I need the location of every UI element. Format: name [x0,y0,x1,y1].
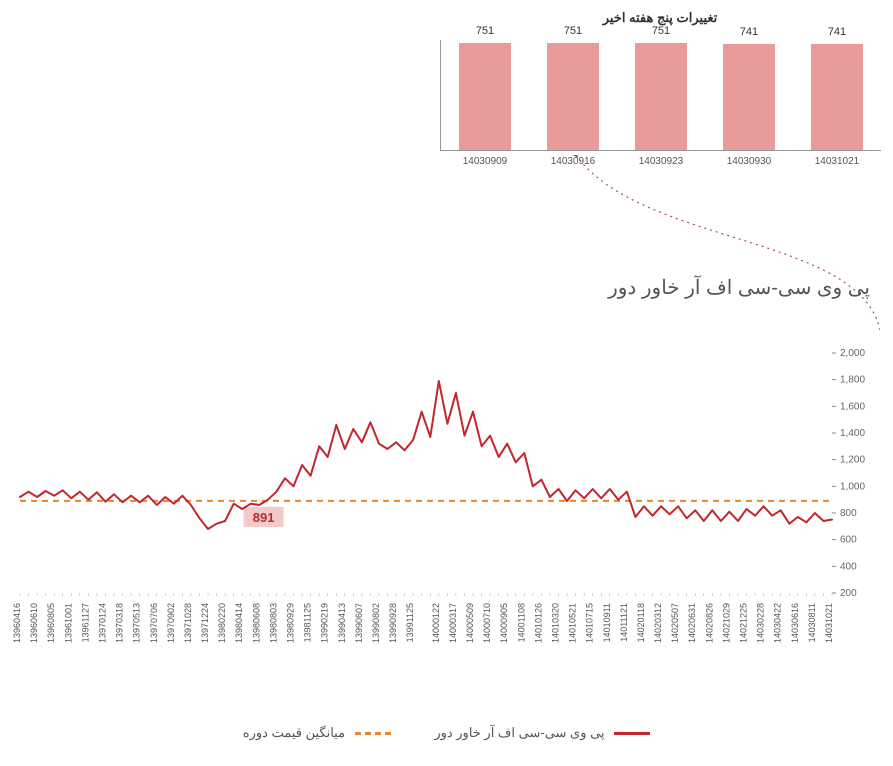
x-tick-label: 13960610 [29,603,39,643]
legend-swatch-dashed [355,732,391,735]
x-tick-label: 13990413 [337,603,347,643]
y-tick-label: 1,000 [840,481,865,492]
x-tick-label: 14010521 [568,603,578,643]
x-tick-label: 13990219 [320,603,330,643]
bar-x-label: 14030930 [709,156,789,167]
x-tick-label: 13970318 [115,603,125,643]
x-tick-label: 14030811 [807,603,817,642]
x-tick-label: 13970513 [132,603,142,643]
legend-item-series: پی وی سی-سی اف آر خاور دور [434,725,650,741]
x-tick-label: 14030228 [756,603,766,643]
main-chart-title: پی وی سی-سی اف آر خاور دور [0,275,893,300]
x-tick-label: 14020631 [687,603,697,643]
x-tick-label: 13960416 [12,603,22,643]
bar-chart-title: تغییرات پنج هفته اخیر [440,10,880,26]
y-tick-label: 400 [840,561,857,572]
x-tick-label: 13970706 [149,603,159,643]
x-tick-label: 13961127 [80,603,90,642]
x-tick-label: 14020507 [670,603,680,643]
x-tick-label: 14030616 [790,603,800,643]
x-tick-label: 14031021 [824,603,834,643]
x-tick-label: 13991125 [405,603,415,642]
y-tick-label: 2,000 [840,348,865,359]
x-tick-label: 14000122 [431,603,441,643]
bar-chart-plot: 7511403090975114030916751140309237411403… [440,40,881,151]
x-tick-label: 14000317 [448,603,458,643]
bar [547,43,599,150]
x-tick-label: 14010911 [602,603,612,642]
x-tick-label: 13980414 [234,603,244,643]
bar [635,43,687,150]
x-tick-label: 14020312 [653,603,663,643]
line-chart-svg: 200 400 600 800 1,000 1,200 1,400 1,600 1,800 2,0… [12,345,880,665]
x-tick-label: 14011121 [619,603,629,642]
bar [723,44,775,150]
x-tick-label: 13981125 [303,603,313,642]
x-tick-label: 13980929 [286,603,296,643]
x-tick-label: 13980220 [217,603,227,643]
x-tick-label: 13990802 [371,603,381,643]
line-chart: 200 400 600 800 1,000 1,200 1,400 1,600 1,800 2,0… [12,345,880,665]
y-tick-label: 200 [840,588,857,599]
x-tick-label: 14030422 [773,603,783,643]
legend-item-avg: میانگین قیمت دوره [243,725,391,741]
x-tick-label: 13980803 [268,603,278,643]
x-tick-label: 14000905 [499,603,509,643]
x-tick-label: 13971028 [183,603,193,643]
legend: پی وی سی-سی اف آر خاور دور میانگین قیمت … [0,725,893,741]
y-tick-label: 1,400 [840,428,865,439]
bar-chart: 7511403090975114030916751140309237411403… [440,40,880,190]
x-tick-label: 13990607 [354,603,364,643]
x-tick-label: 14010126 [533,603,543,643]
x-tick-label: 13980608 [251,603,261,643]
bar-value-label: 741 [709,26,789,38]
bar-x-label: 14030916 [533,156,613,167]
x-tick-label: 13960805 [46,603,56,643]
x-tick-label: 14010715 [585,603,595,643]
y-tick-label: 800 [840,508,857,519]
y-tick-label: 600 [840,535,857,546]
x-tick-label: 14000710 [482,603,492,643]
x-tick-label: 14021029 [721,603,731,643]
x-tick-label: 13970902 [166,603,176,643]
bar-value-label: 751 [445,25,525,37]
y-tick-label: 1,200 [840,455,865,466]
x-tick-label: 13990928 [388,603,398,643]
x-tick-label: 14020118 [636,603,646,642]
x-tick-label: 13970124 [97,603,107,643]
bar [459,43,511,150]
legend-label-series: پی وی سی-سی اف آر خاور دور [434,725,604,740]
bar-value-label: 741 [797,26,877,38]
bar [811,44,863,150]
y-tick-label: 1,800 [840,375,865,386]
legend-label-avg: میانگین قیمت دوره [243,725,345,740]
page: تغییرات پنج هفته اخیر 751140309097511403… [0,0,893,766]
avg-label-text: 891 [253,510,275,525]
bar-x-label: 14030923 [621,156,701,167]
x-tick-label: 13961001 [63,603,73,643]
bar-x-label: 14030909 [445,156,525,167]
legend-swatch-solid [614,732,650,735]
x-tick-label: 14000509 [465,603,475,643]
x-tick-label: 13971224 [200,603,210,643]
price-series-line [20,381,832,529]
bar-value-label: 751 [533,25,613,37]
x-tick-label: 14010320 [550,603,560,643]
x-tick-label: 14021225 [739,603,749,643]
x-tick-label: 14001108 [516,603,526,642]
bar-x-label: 14031021 [797,156,877,167]
bar-value-label: 751 [621,25,701,37]
x-tick-label: 14020826 [704,603,714,643]
y-tick-label: 1,600 [840,401,865,412]
